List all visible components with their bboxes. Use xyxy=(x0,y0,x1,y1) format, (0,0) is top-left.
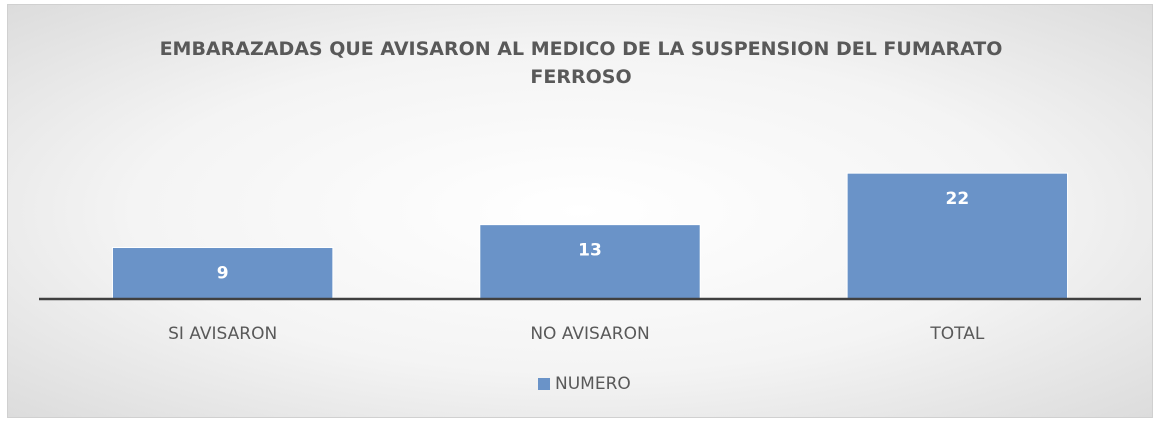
legend-label: NUMERO xyxy=(555,374,631,394)
bar xyxy=(111,247,334,300)
data-label: 13 xyxy=(578,241,602,261)
x-tick-label: SI AVISARON xyxy=(168,324,277,344)
x-tick-label: NO AVISARON xyxy=(530,324,649,344)
data-label: 9 xyxy=(217,264,229,284)
chart: SI AVISARON 9 NO AVISARON 13 TOTAL 22 NUMERO xyxy=(39,172,1141,394)
x-tick-label: TOTAL xyxy=(929,324,984,344)
bar xyxy=(479,224,701,300)
chart-title: EMBARAZADAS QUE AVISARON AL MEDICO DE LA… xyxy=(159,38,1003,88)
chart-area: EMBARAZADAS QUE AVISARON AL MEDICO DE LA… xyxy=(7,4,1153,418)
bar xyxy=(846,172,1069,300)
legend-swatch xyxy=(538,378,550,390)
data-label: 22 xyxy=(945,189,969,209)
